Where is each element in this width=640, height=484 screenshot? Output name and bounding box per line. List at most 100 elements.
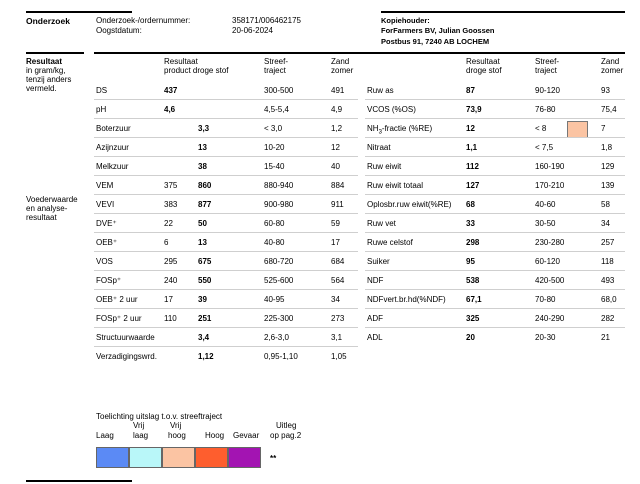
result-sub-1: in gram/kg,	[26, 66, 66, 75]
row-divider	[365, 327, 625, 328]
legend-vrij-laag-b: laag	[133, 431, 149, 440]
sand-summer-value: 4,9	[331, 105, 343, 114]
legend-laag: Laag	[96, 431, 114, 440]
target-range: 76-80	[535, 105, 556, 114]
flag-indicator	[567, 121, 588, 138]
target-range: 300-500	[264, 86, 294, 95]
row-name: VOS	[96, 257, 113, 266]
row-divider	[94, 346, 358, 347]
target-range: 40-80	[264, 238, 285, 247]
row-divider	[365, 137, 625, 138]
target-range: 10-20	[264, 143, 285, 152]
legend-gevaar: Gevaar	[233, 431, 260, 440]
target-range: 40-95	[264, 295, 285, 304]
row-name: Boterzuur	[96, 124, 131, 133]
sand-summer-value: 40	[331, 162, 340, 171]
target-range: < 3,0	[264, 124, 283, 133]
sand-summer-value: 59	[331, 219, 340, 228]
row-name: Ruw as	[367, 86, 394, 95]
target-range: 420-500	[535, 276, 565, 285]
dry-matter-value: 3,3	[198, 124, 210, 133]
target-range: 20-30	[535, 333, 556, 342]
dry-matter-value: 325	[466, 314, 480, 323]
target-range: 90-120	[535, 86, 560, 95]
row-divider	[94, 175, 358, 176]
row-divider	[365, 156, 625, 157]
sand-summer-value: 58	[601, 200, 610, 209]
dry-matter-value: 877	[198, 200, 212, 209]
row-divider	[365, 270, 625, 271]
order-value: 358171/006462175	[232, 16, 301, 25]
product-value: 4,6	[164, 105, 176, 114]
copy-holder-label: Kopiehouder:	[381, 16, 430, 25]
sand-summer-value: 68,0	[601, 295, 617, 304]
section-title: Onderzoek	[26, 16, 70, 26]
legend-title: Toelichting uitslag t.o.v. streeftraject	[96, 412, 223, 421]
sand-summer-value: 7	[601, 124, 606, 133]
row-name: NDFvert.br.hd(%NDF)	[367, 295, 446, 304]
row-name: VEVI	[96, 200, 115, 209]
target-range: 880-940	[264, 181, 294, 190]
sand-summer-value: 75,4	[601, 105, 617, 114]
sand-summer-value: 139	[601, 181, 615, 190]
target-range: 0,95-1,10	[264, 352, 298, 361]
result-title: Resultaat	[26, 57, 63, 66]
sand-summer-value: 93	[601, 86, 610, 95]
product-value: 17	[164, 295, 173, 304]
sand-summer-value: 684	[331, 257, 345, 266]
row-name: VEM	[96, 181, 114, 190]
row-name: Ruwe celstof	[367, 238, 413, 247]
order-label: Onderzoek-/ordernummer:	[96, 16, 191, 25]
legend-swatch-gevaar	[228, 447, 261, 468]
copy-holder-address: Postbus 91, 7240 AB LOCHEM	[381, 37, 490, 46]
target-range: 525-600	[264, 276, 294, 285]
row-name: OEB⁺	[96, 238, 118, 247]
dry-matter-value: 20	[466, 333, 475, 342]
feed-title-2: en analyse-	[26, 204, 68, 213]
row-name: Ruw vet	[367, 219, 396, 228]
feed-title-1: Voederwaarde	[26, 195, 78, 204]
dry-matter-value: 50	[198, 219, 207, 228]
row-divider	[94, 194, 358, 195]
col-right-target-a: Streef-	[535, 57, 560, 66]
col-right-sand-a: Zand	[601, 57, 620, 66]
dry-matter-value: 13	[198, 238, 207, 247]
row-divider	[94, 213, 358, 214]
col-target-a: Streef-	[264, 57, 289, 66]
row-name: Structuurwaarde	[96, 333, 155, 342]
legend-swatch-vrij-hoog	[162, 447, 195, 468]
row-divider	[94, 308, 358, 309]
dry-matter-value: 550	[198, 276, 212, 285]
dry-matter-value: 538	[466, 276, 480, 285]
row-name: OEB⁺ 2 uur	[96, 295, 138, 304]
dry-matter-value: 33	[466, 219, 475, 228]
legend-uitleg-b: op pag.2	[270, 431, 302, 440]
row-divider	[365, 99, 625, 100]
target-range: 230-280	[535, 238, 565, 247]
dry-matter-value: 95	[466, 257, 475, 266]
product-value: 295	[164, 257, 178, 266]
row-name: FOSp⁺ 2 uur	[96, 314, 142, 323]
sand-summer-value: 1,2	[331, 124, 343, 133]
target-range: 40-60	[535, 200, 556, 209]
row-name: pH	[96, 105, 107, 114]
row-divider	[365, 289, 625, 290]
col-result-a: Resultaat	[164, 57, 198, 66]
legend-vrij-laag-a: Vrij	[133, 421, 145, 430]
dry-matter-value: 860	[198, 181, 212, 190]
target-range: < 7,5	[535, 143, 554, 152]
sand-summer-value: 282	[601, 314, 615, 323]
date-value: 20-06-2024	[232, 26, 273, 35]
dry-matter-value: 13	[198, 143, 207, 152]
product-value: 22	[164, 219, 173, 228]
row-name: Suiker	[367, 257, 390, 266]
target-range: 2,6-3,0	[264, 333, 289, 342]
dry-matter-value: 3,4	[198, 333, 210, 342]
col-right-sand-b: zomer	[601, 66, 624, 75]
bottom-rule	[26, 480, 132, 482]
dry-matter-value: 12	[466, 124, 475, 133]
row-name: ADL	[367, 333, 383, 342]
sand-summer-value: 257	[601, 238, 615, 247]
row-name: Azijnzuur	[96, 143, 129, 152]
sand-summer-value: 1,8	[601, 143, 613, 152]
